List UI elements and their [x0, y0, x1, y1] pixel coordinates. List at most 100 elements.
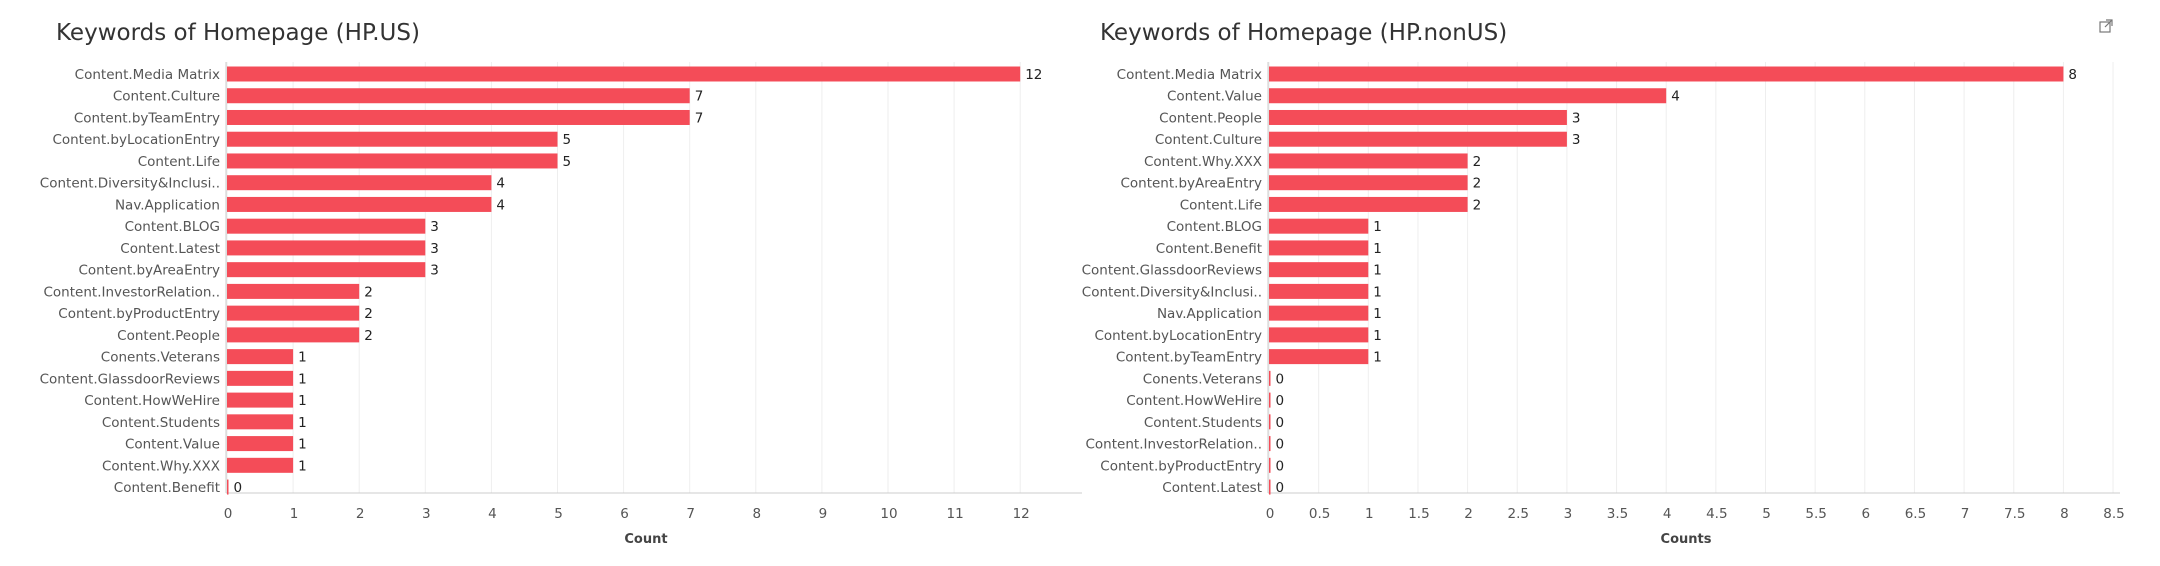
bar-us[interactable] [227, 305, 360, 321]
x-tick-label: 1.5 [1408, 506, 1429, 522]
bar-us[interactable] [227, 414, 294, 430]
bar-nonus[interactable] [1269, 457, 1271, 473]
category-label: Conents.Veterans [101, 350, 220, 366]
data-label: 2 [364, 306, 373, 322]
bar-us[interactable] [227, 349, 294, 365]
data-label: 0 [1276, 458, 1285, 474]
category-label: Content.Value [125, 437, 220, 453]
bar-us[interactable] [227, 283, 360, 299]
bar-us[interactable] [227, 327, 360, 343]
external-link-icon[interactable] [2098, 18, 2114, 34]
x-tick-label: 8.5 [2103, 506, 2124, 522]
category-label: Content.Life [1180, 197, 1262, 213]
chart-title-us: Keywords of Homepage (HP.US) [56, 20, 420, 46]
bar-us[interactable] [227, 131, 558, 147]
data-label: 2 [364, 328, 373, 344]
x-tick-label: 2.5 [1508, 506, 1529, 522]
x-tick-label: 10 [880, 506, 897, 522]
x-tick-label: 3 [1564, 506, 1573, 522]
category-label: Content.Diversity&Inclusi.. [1082, 284, 1262, 300]
chart-panel-nonus: Keywords of Homepage (HP.nonUS) Content.… [1082, 0, 2160, 566]
category-label: Content.BLOG [1167, 219, 1262, 235]
data-label: 1 [1373, 350, 1382, 366]
bar-us[interactable] [227, 370, 294, 386]
x-tick-label: 5.5 [1805, 506, 1826, 522]
category-label: Content.Why.XXX [1144, 154, 1262, 170]
bar-us[interactable] [227, 436, 294, 452]
bar-nonus[interactable] [1269, 131, 1567, 147]
x-tick-label: 5 [554, 506, 563, 522]
x-tick-label: 7 [1961, 506, 1970, 522]
bar-us[interactable] [227, 109, 690, 125]
data-label: 3 [1572, 110, 1581, 126]
bar-us[interactable] [227, 175, 492, 191]
bar-nonus[interactable] [1269, 88, 1667, 104]
bar-us[interactable] [227, 218, 426, 234]
chart-panel-us: Keywords of Homepage (HP.US) Content.Med… [40, 20, 1082, 547]
category-label: Content.byLocationEntry [52, 132, 220, 148]
bar-us[interactable] [227, 88, 690, 104]
x-tick-label: 8 [2060, 506, 2069, 522]
bar-nonus[interactable] [1269, 327, 1369, 343]
x-tick-label: 7 [686, 506, 695, 522]
category-label: Content.Latest [120, 241, 220, 257]
bar-us[interactable] [227, 479, 229, 495]
bar-us[interactable] [227, 262, 426, 278]
bar-nonus[interactable] [1269, 175, 1468, 191]
data-label: 0 [1276, 480, 1285, 496]
bar-us[interactable] [227, 196, 492, 212]
bar-nonus[interactable] [1269, 218, 1369, 234]
bar-us[interactable] [227, 153, 558, 169]
bar-nonus[interactable] [1269, 196, 1468, 212]
bar-nonus[interactable] [1269, 349, 1369, 365]
data-label: 3 [430, 241, 439, 257]
bar-nonus[interactable] [1269, 414, 1271, 430]
x-tick-label: 2 [1464, 506, 1473, 522]
x-tick-label: 7.5 [2004, 506, 2025, 522]
x-tick-label: 5 [1762, 506, 1771, 522]
data-label: 0 [1276, 393, 1285, 409]
category-label: Content.byTeamEntry [1116, 350, 1262, 366]
bar-nonus[interactable] [1269, 283, 1369, 299]
bar-nonus[interactable] [1269, 305, 1369, 321]
data-label: 1 [1373, 284, 1382, 300]
data-label: 8 [2068, 67, 2077, 83]
bar-us[interactable] [227, 240, 426, 256]
x-tick-label: 4 [1663, 506, 1672, 522]
category-label: Content.InvestorRelation.. [1086, 437, 1263, 453]
bar-nonus[interactable] [1269, 392, 1271, 408]
bar-nonus[interactable] [1269, 109, 1567, 125]
data-label: 4 [496, 197, 505, 213]
x-tick-label: 3 [422, 506, 431, 522]
x-tick-label: 6.5 [1905, 506, 1926, 522]
bar-us[interactable] [227, 392, 294, 408]
x-tick-label: 1 [1365, 506, 1374, 522]
bar-nonus[interactable] [1269, 479, 1271, 495]
bar-nonus[interactable] [1269, 66, 2064, 82]
bar-nonus[interactable] [1269, 370, 1271, 386]
bar-nonus[interactable] [1269, 153, 1468, 169]
data-label: 0 [1276, 371, 1285, 387]
data-label: 0 [1276, 437, 1285, 453]
category-label: Content.GlassdoorReviews [40, 371, 220, 387]
data-label: 7 [695, 89, 704, 105]
data-label: 12 [1025, 67, 1042, 83]
data-label: 3 [430, 219, 439, 235]
bar-nonus[interactable] [1269, 262, 1369, 278]
category-label: Content.Life [138, 154, 220, 170]
category-label: Content.GlassdoorReviews [1082, 263, 1262, 279]
category-label: Content.Media Matrix [1117, 67, 1262, 83]
x-tick-label: 4 [488, 506, 497, 522]
chart-title-nonus: Keywords of Homepage (HP.nonUS) [1100, 20, 1508, 46]
bar-us[interactable] [227, 457, 294, 473]
data-label: 1 [298, 393, 307, 409]
x-tick-label: 6 [1862, 506, 1871, 522]
bar-nonus[interactable] [1269, 436, 1271, 452]
category-label: Content.People [117, 328, 220, 344]
data-label: 4 [496, 176, 505, 192]
category-label: Conents.Veterans [1143, 371, 1262, 387]
bar-us[interactable] [227, 66, 1021, 82]
x-tick-label: 12 [1013, 506, 1030, 522]
data-label: 2 [1473, 176, 1482, 192]
bar-nonus[interactable] [1269, 240, 1369, 256]
